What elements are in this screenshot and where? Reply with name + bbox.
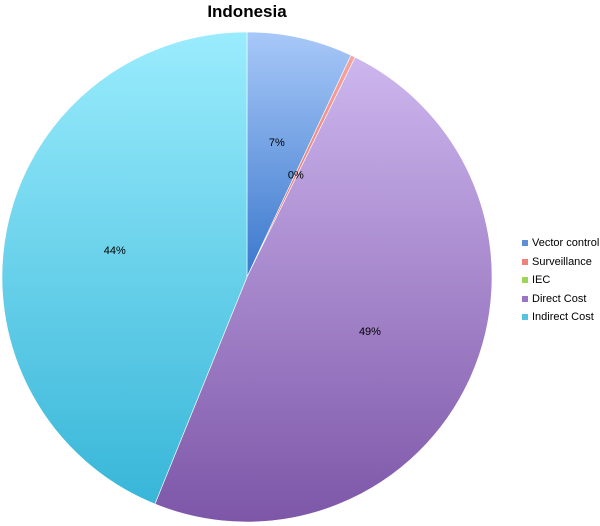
legend-label: Vector control — [532, 237, 600, 250]
data-label-vector-control: 7% — [269, 137, 285, 149]
legend-item-vector-control: Vector control — [522, 234, 599, 253]
legend-item-direct-cost: Direct Cost — [522, 290, 599, 309]
pie-slice-direct-cost — [154, 56, 493, 523]
legend-item-surveillance: Surveillance — [522, 253, 599, 272]
pie-slice-indirect-cost — [1, 31, 248, 505]
legend-swatch — [522, 240, 528, 247]
legend-swatch — [522, 295, 528, 302]
data-label-surveillance: 0% — [288, 169, 304, 181]
pie-slice-vector-control — [246, 31, 352, 278]
data-label-indirect-cost: 44% — [104, 245, 126, 257]
legend-swatch — [522, 277, 528, 284]
legend-swatch — [522, 314, 528, 321]
legend-swatch — [522, 258, 528, 265]
chart-title: Indonesia — [207, 2, 287, 21]
legend-label: Surveillance — [532, 255, 592, 268]
legend-item-iec: IEC — [522, 271, 599, 290]
legend-label: IEC — [532, 274, 551, 287]
legend-label: Indirect Cost — [532, 311, 594, 324]
legend-item-indirect-cost: Indirect Cost — [522, 308, 599, 327]
legend-label: Direct Cost — [532, 292, 587, 305]
data-label-direct-cost: 49% — [359, 326, 381, 338]
legend: Vector control Surveillance IEC Direct Cost… — [522, 234, 599, 327]
